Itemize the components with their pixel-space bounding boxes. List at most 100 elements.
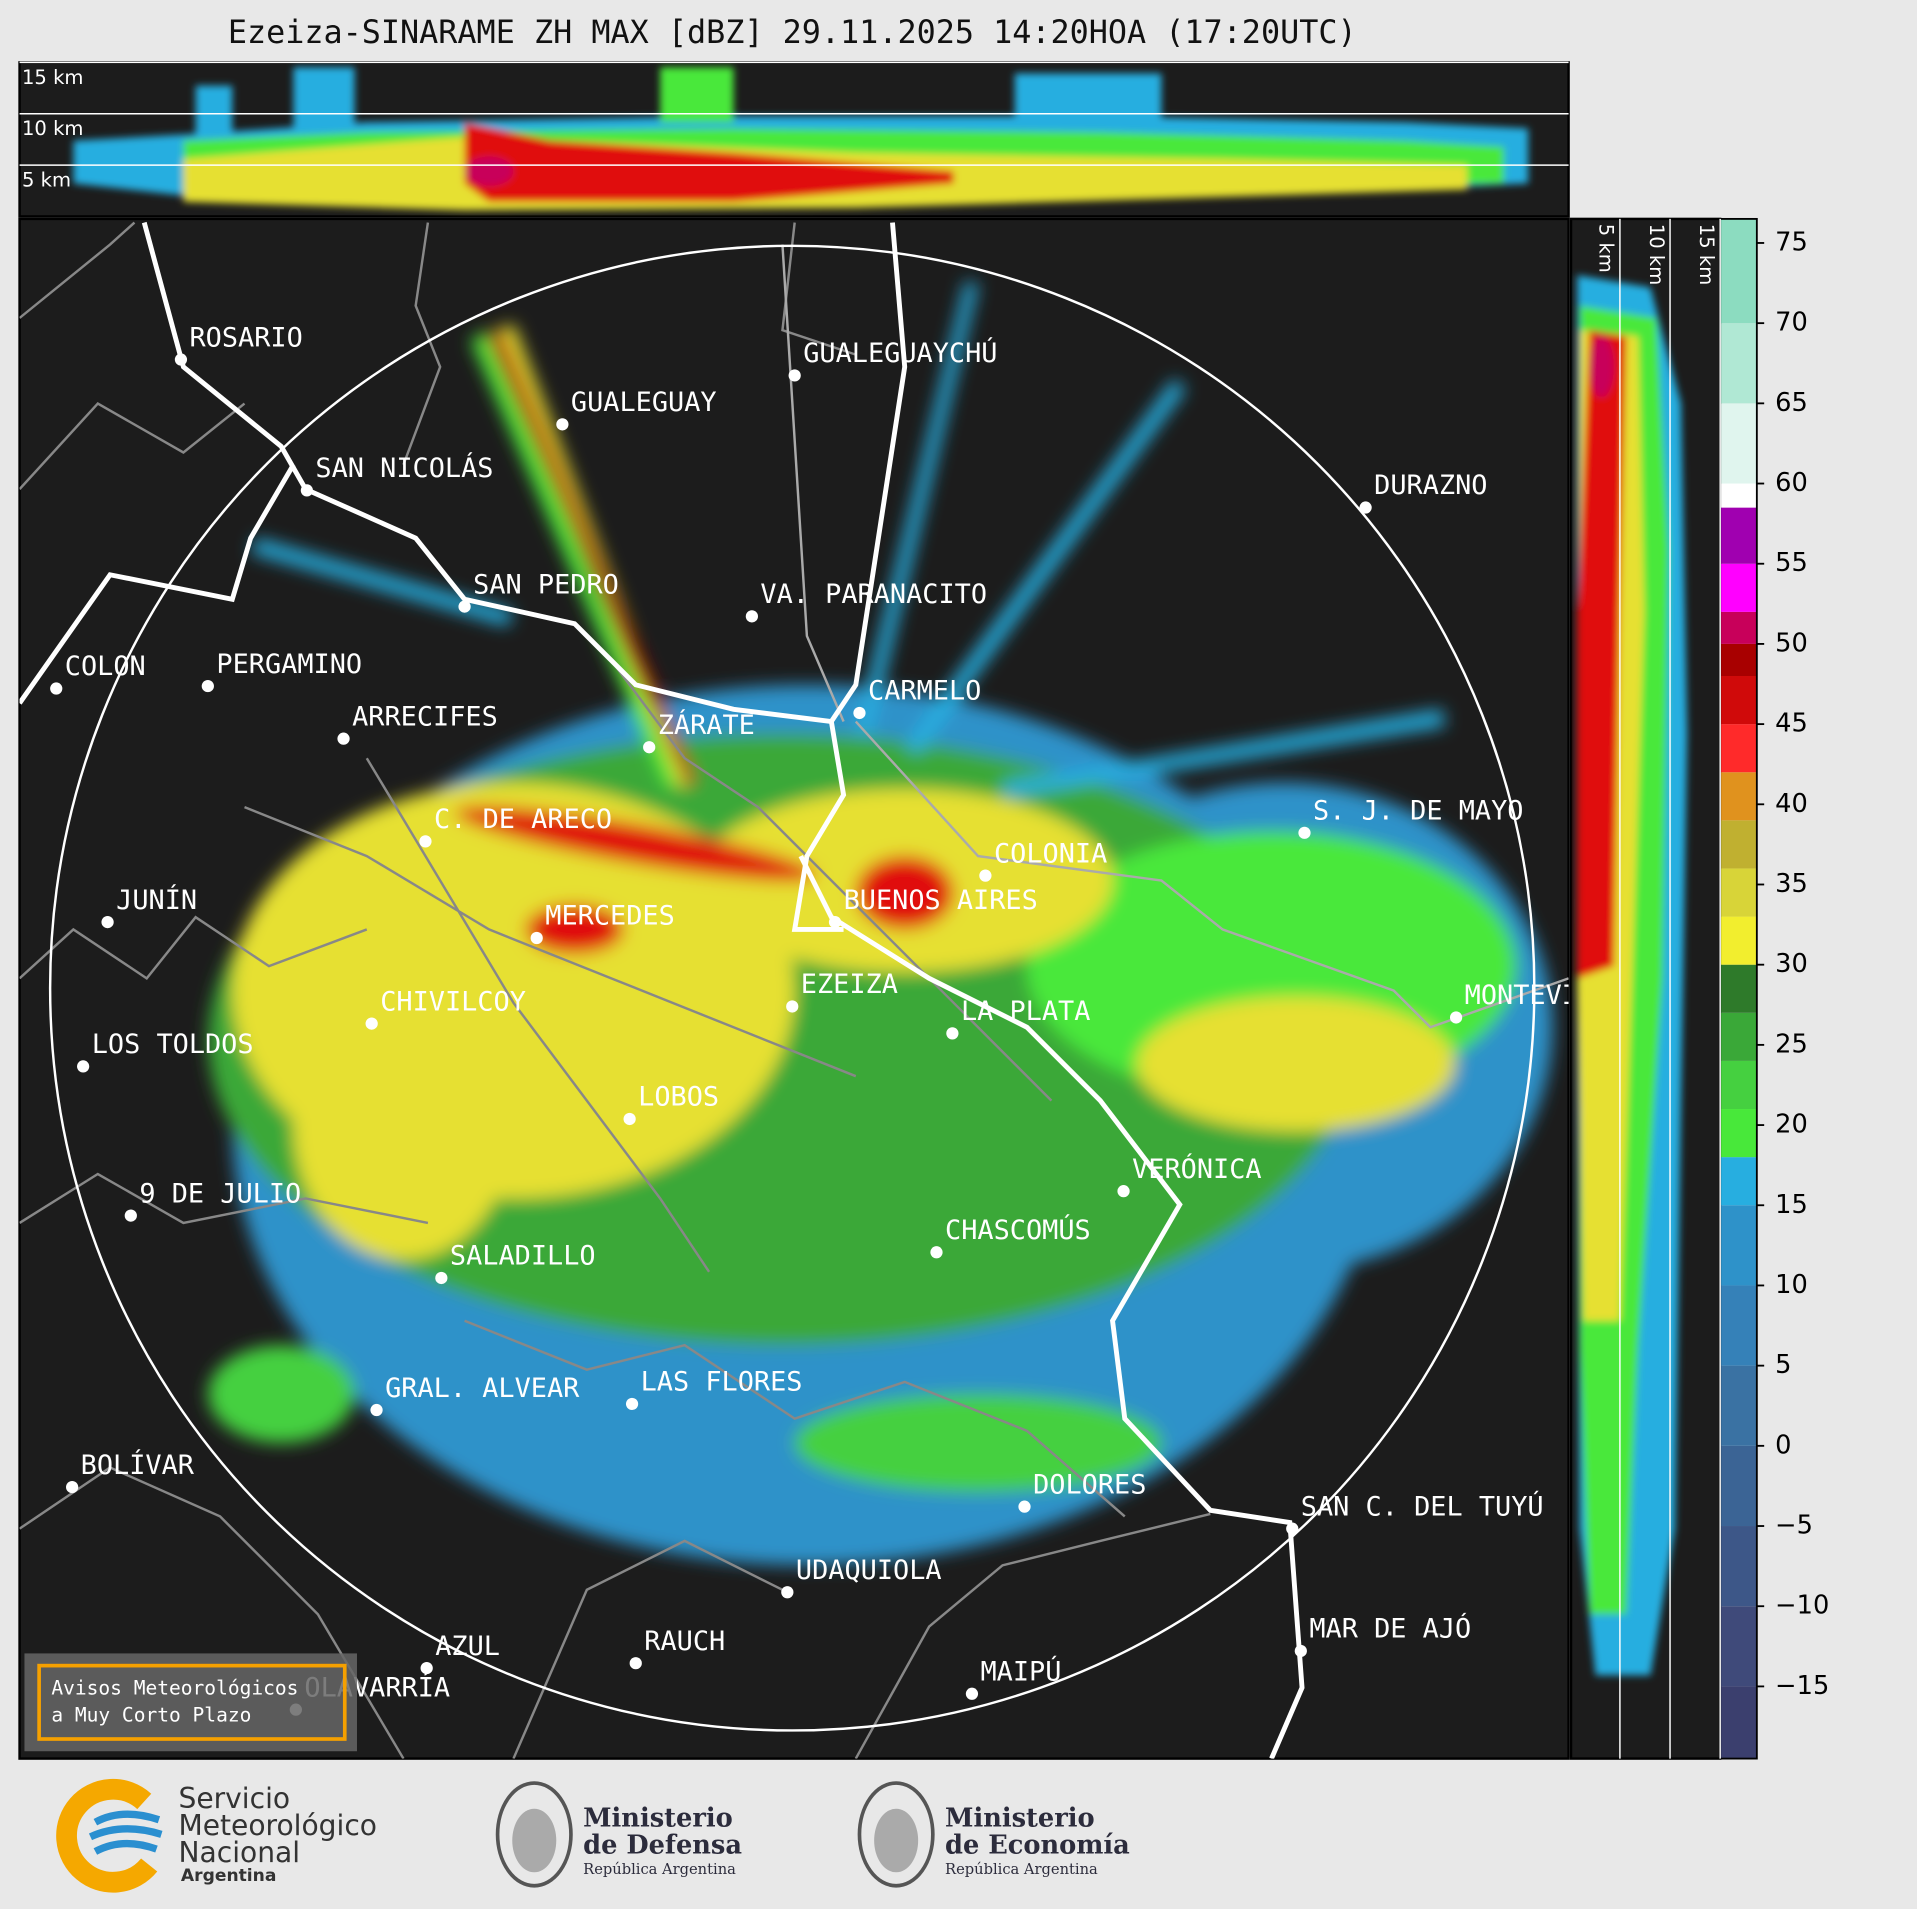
shape-ellipse <box>512 1808 557 1873</box>
logo-smn: Servicio Meteorológico Nacional Argentin… <box>56 1778 377 1893</box>
colorbar-segment <box>1720 483 1757 508</box>
city-dot <box>458 600 471 613</box>
shape-polygon <box>464 122 954 202</box>
logo-text: Argentina <box>181 1866 276 1886</box>
city-label: ZÁRATE <box>658 709 755 741</box>
logo-economia: Ministerio de Economía República Argenti… <box>857 1781 1130 1888</box>
colorbar-segment <box>1720 1109 1757 1158</box>
city-label: PERGAMINO <box>216 649 362 680</box>
logo-text: Nacional <box>178 1836 300 1869</box>
colorbar-segment <box>1720 675 1757 725</box>
shape-path <box>798 854 1305 1759</box>
city-dot <box>365 1017 378 1030</box>
height-label: 15 km <box>22 66 83 89</box>
shape-ellipse <box>874 1808 919 1873</box>
city-dot <box>370 1403 383 1417</box>
city-dot <box>337 732 350 745</box>
shape-path <box>141 221 908 725</box>
range-ring <box>48 244 1536 1732</box>
city-dot <box>625 1397 639 1411</box>
city-label: CARMELO <box>868 676 981 707</box>
colorbar-segment <box>1720 916 1757 965</box>
shape-path <box>56 1778 158 1893</box>
city-label: COLONIA <box>994 838 1107 869</box>
city-dot <box>1117 1185 1130 1198</box>
city-label: ROSARIO <box>189 322 302 353</box>
height-label: 15 km <box>1695 224 1718 285</box>
city-label: MAR DE AJÓ <box>1309 1613 1471 1645</box>
shape-ellipse <box>455 806 817 882</box>
colorbar-segment <box>1720 563 1757 612</box>
logo-text: República Argentina <box>945 1861 1098 1878</box>
colorbar-segment <box>1720 611 1757 644</box>
shape-ellipse <box>464 156 514 186</box>
colorbar-segment <box>1720 218 1757 324</box>
logo-text: de Defensa <box>583 1831 742 1861</box>
colorbar-label: 20 <box>1775 1110 1808 1140</box>
city-dot <box>66 1480 79 1494</box>
city-label: AZUL <box>435 1631 500 1662</box>
city-dot <box>556 418 569 431</box>
colorbar-label: 35 <box>1775 869 1808 899</box>
shape-ellipse <box>1589 336 1614 398</box>
title: Ezeiza-SINARAME ZH MAX [dBZ] 29.11.2025 … <box>228 14 1357 51</box>
city-label: VA. PARANACITO <box>760 579 987 610</box>
city-dot <box>930 1246 943 1259</box>
city-label: ARRECIFES <box>352 701 498 732</box>
colorbar-segment <box>1720 323 1757 404</box>
city-dot <box>419 835 432 848</box>
city-label: LOBOS <box>638 1082 719 1113</box>
colorbar-segment <box>1720 772 1757 821</box>
city-label: VERÓNICA <box>1132 1153 1262 1185</box>
colorbar-segment <box>1720 1526 1757 1607</box>
city-label: JUNÍN <box>116 884 197 916</box>
city-label: EZEIZA <box>801 969 898 1000</box>
colorbar-segment <box>1720 1157 1757 1206</box>
city-label: LAS FLORES <box>641 1367 803 1398</box>
shape-ellipse <box>525 904 624 954</box>
notice-line: Avisos Meteorológicos <box>51 1676 298 1699</box>
city-label: MAIPÚ <box>981 1655 1062 1687</box>
shape-polygon <box>486 330 697 786</box>
colorbar-segment <box>1720 1365 1757 1446</box>
colorbar-segment <box>1720 507 1757 564</box>
city-label: LOS TOLDOS <box>92 1029 254 1060</box>
city-dot <box>1286 1522 1299 1535</box>
shape-path <box>88 1810 163 1855</box>
shape-rect <box>195 85 233 135</box>
shape-g <box>73 67 1529 211</box>
city-dot <box>629 1657 642 1670</box>
colorbar-segment <box>1720 724 1757 773</box>
city-label: MERCEDES <box>545 901 675 932</box>
colorbar-label: 50 <box>1775 628 1808 658</box>
colorbar-label: 60 <box>1775 468 1808 498</box>
colorbar-segment <box>1720 1205 1757 1286</box>
city-label: DOLORES <box>1033 1469 1146 1500</box>
city-dot <box>124 1209 137 1222</box>
notice-box: Avisos Meteorológicos a Muy Corto Plazo <box>24 1653 357 1752</box>
city-dot <box>435 1271 448 1285</box>
colorbar-label: 65 <box>1775 388 1808 418</box>
city-label: MONTEVIDEO <box>1465 980 1627 1011</box>
height-label: 10 km <box>1645 224 1668 285</box>
shape-polygon <box>1577 330 1627 979</box>
colorbar-segment <box>1720 403 1757 484</box>
shape-ellipse <box>207 1345 355 1444</box>
city-dot <box>946 1027 959 1040</box>
colorbar-label: 40 <box>1775 789 1808 819</box>
shape-path <box>791 721 847 932</box>
colorbar-label: −10 <box>1775 1591 1829 1621</box>
city-dot <box>788 369 801 382</box>
city-dot <box>101 915 114 929</box>
height-label: 5 km <box>22 168 71 191</box>
logo-text: Ministerio <box>945 1804 1095 1834</box>
colorbar-label: −5 <box>1775 1511 1813 1541</box>
colorbar-label: 5 <box>1775 1350 1791 1380</box>
colorbar-segment <box>1720 1012 1757 1061</box>
logo-text: República Argentina <box>583 1861 736 1878</box>
city-dot <box>979 869 992 882</box>
rivers-and-coast <box>19 221 1305 1759</box>
city-dot <box>853 706 866 720</box>
city-dot <box>300 484 313 497</box>
colorbar-label: 25 <box>1775 1029 1808 1059</box>
